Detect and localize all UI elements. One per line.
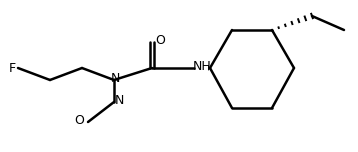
Text: N: N <box>110 73 120 85</box>
Polygon shape <box>208 65 210 71</box>
Text: O: O <box>74 114 84 128</box>
Text: F: F <box>9 62 15 74</box>
Text: N: N <box>114 95 124 107</box>
Text: NH: NH <box>193 60 211 74</box>
Text: O: O <box>155 35 165 47</box>
